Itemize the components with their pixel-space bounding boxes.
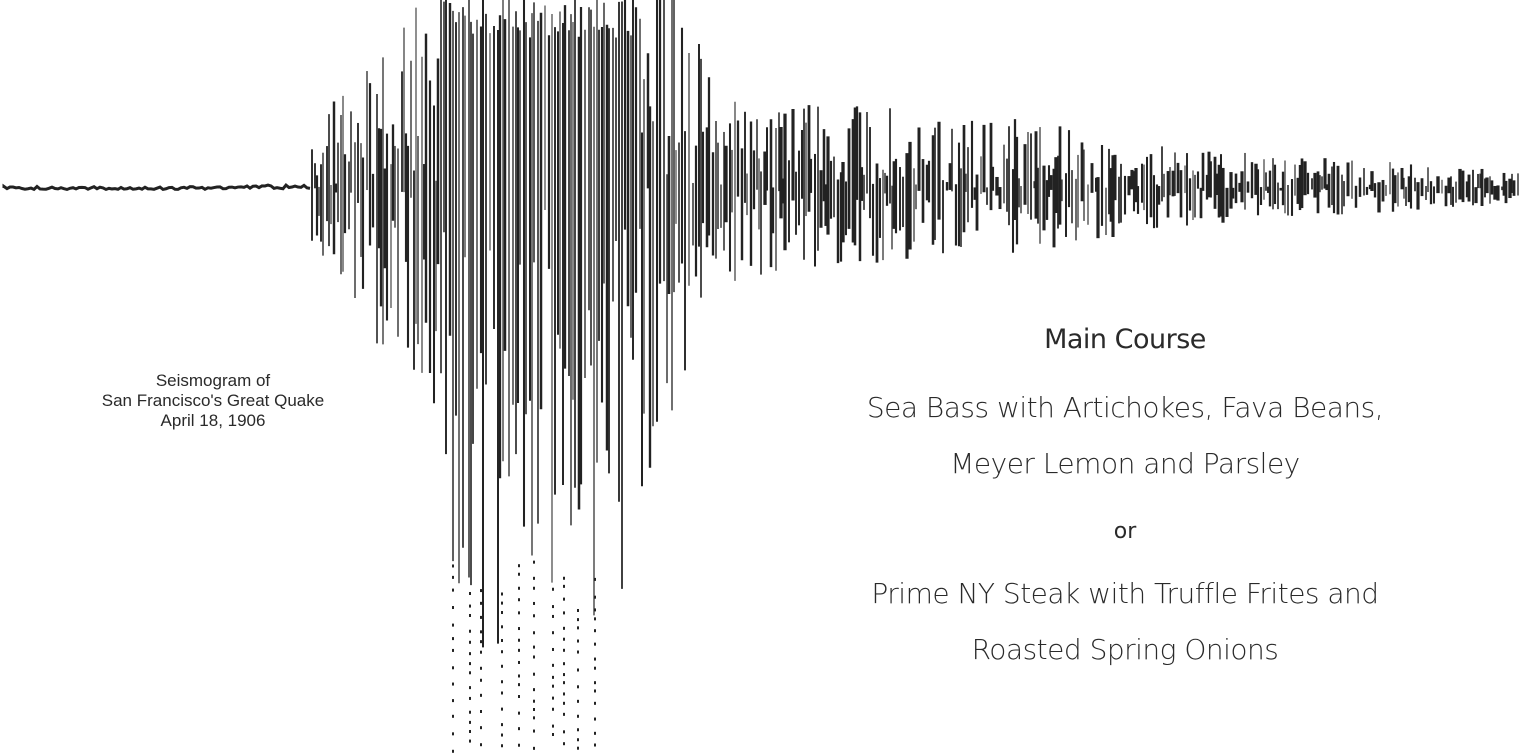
dish-1-line-2: Meyer Lemon and Parsley xyxy=(950,447,1300,480)
dish-1-line-1: Sea Bass with Artichokes, Fava Beans, xyxy=(866,391,1384,424)
caption-line-3: April 18, 1906 xyxy=(160,411,266,430)
caption-line-2: San Francisco's Great Quake xyxy=(101,391,325,410)
seismogram-caption: Seismogram of San Francisco's Great Quak… xyxy=(68,371,358,431)
dish-2-line-1: Prime NY Steak with Truffle Frites and xyxy=(871,577,1379,610)
main-course-menu: Main Course Sea Bass with Artichokes, Fa… xyxy=(860,320,1390,678)
caption-line-1: Seismogram of xyxy=(155,371,271,390)
dish-2-line-2: Roasted Spring Onions xyxy=(971,633,1279,666)
menu-heading: Main Course xyxy=(1044,324,1206,355)
menu-separator-or: or xyxy=(1113,519,1137,544)
